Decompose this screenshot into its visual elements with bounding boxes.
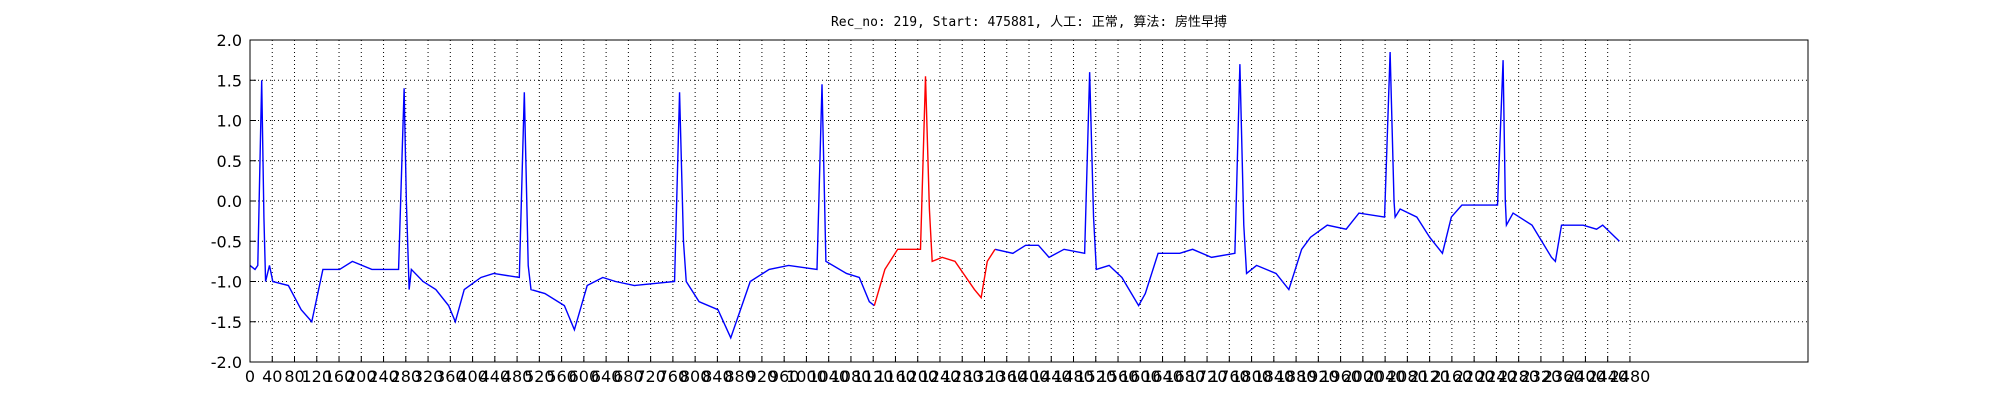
x-tick-label: 840 xyxy=(702,367,733,386)
x-tick-label: 1160 xyxy=(875,367,916,386)
x-tick-label: 920 xyxy=(747,367,778,386)
x-tick-label: 1200 xyxy=(897,367,938,386)
x-tick-label: 2480 xyxy=(1610,367,1651,386)
x-tick-label: 2240 xyxy=(1476,367,1517,386)
x-tick-label: 1000 xyxy=(786,367,827,386)
x-tick-label: 760 xyxy=(658,367,689,386)
x-tick-label: 1280 xyxy=(942,367,983,386)
x-tick-label: 1520 xyxy=(1075,367,1116,386)
y-tick-label: 2.0 xyxy=(217,31,242,50)
x-tick-label: 2160 xyxy=(1432,367,1473,386)
x-tick-label: 520 xyxy=(524,367,555,386)
x-tick-label: 1920 xyxy=(1298,367,1339,386)
y-tick-label: -1.5 xyxy=(211,313,242,332)
x-tick-label: 2440 xyxy=(1587,367,1628,386)
x-tick-label: 1560 xyxy=(1098,367,1139,386)
x-tick-label: 1040 xyxy=(808,367,849,386)
x-tick-label: 1480 xyxy=(1053,367,1094,386)
x-tick-label: 600 xyxy=(569,367,600,386)
x-tick-label: 1360 xyxy=(986,367,1027,386)
x-tick-label: 120 xyxy=(301,367,332,386)
chart-title: Rec_no: 219, Start: 475881, 人工: 正常, 算法: … xyxy=(831,14,1227,30)
x-tick-label: 0 xyxy=(245,367,255,386)
ecg-line xyxy=(249,52,1620,340)
x-tick-label: 280 xyxy=(391,367,422,386)
x-tick-label: 560 xyxy=(546,367,577,386)
ecg-line xyxy=(873,76,996,306)
x-tick-label: 1840 xyxy=(1253,367,1294,386)
x-tick-label: 1440 xyxy=(1031,367,1072,386)
y-tick-label: -0.5 xyxy=(211,232,242,251)
x-tick-label: 720 xyxy=(635,367,666,386)
x-tick-label: 880 xyxy=(724,367,755,386)
x-tick-label: 1800 xyxy=(1231,367,1272,386)
x-tick-label: 640 xyxy=(591,367,622,386)
x-tick-label: 160 xyxy=(324,367,355,386)
x-tick-label: 200 xyxy=(346,367,377,386)
y-tick-label: -1.0 xyxy=(211,273,242,292)
y-tick-label: -2.0 xyxy=(211,353,242,372)
x-tick-label: 2320 xyxy=(1521,367,1562,386)
plot-frame xyxy=(249,39,1809,363)
x-tick-label: 80 xyxy=(284,367,304,386)
x-tick-label: 1680 xyxy=(1164,367,1205,386)
x-tick-label: 2000 xyxy=(1342,367,1383,386)
y-tick-label: 0.0 xyxy=(217,192,242,211)
x-tick-label: 40 xyxy=(262,367,282,386)
x-tick-label: 2080 xyxy=(1387,367,1428,386)
x-tick-label: 320 xyxy=(413,367,444,386)
x-tick-label: 360 xyxy=(435,367,466,386)
y-tick-label: 1.5 xyxy=(217,71,242,90)
x-tick-label: 2200 xyxy=(1454,367,1495,386)
x-tick-label: 1880 xyxy=(1276,367,1317,386)
x-tick-label: 2280 xyxy=(1498,367,1539,386)
x-tick-label: 2360 xyxy=(1543,367,1584,386)
x-tick-label: 1120 xyxy=(853,367,894,386)
x-tick-label: 480 xyxy=(502,367,533,386)
x-tick-label: 800 xyxy=(680,367,711,386)
x-tick-label: 2040 xyxy=(1365,367,1406,386)
x-tick-label: 2120 xyxy=(1409,367,1450,386)
x-tick-label: 1320 xyxy=(964,367,1005,386)
x-tick-label: 1760 xyxy=(1209,367,1250,386)
x-tick-label: 1600 xyxy=(1120,367,1161,386)
x-tick-label: 1080 xyxy=(831,367,872,386)
x-tick-label: 1240 xyxy=(920,367,961,386)
x-tick-label: 1960 xyxy=(1320,367,1361,386)
y-tick-label: 0.5 xyxy=(217,152,242,171)
x-tick-label: 1640 xyxy=(1142,367,1183,386)
x-tick-label: 400 xyxy=(457,367,488,386)
x-tick-label: 440 xyxy=(480,367,511,386)
x-tick-label: 960 xyxy=(769,367,800,386)
y-tick-label: 1.0 xyxy=(217,112,242,131)
x-tick-label: 1720 xyxy=(1187,367,1228,386)
x-tick-label: 240 xyxy=(368,367,399,386)
x-tick-label: 1400 xyxy=(1009,367,1050,386)
x-tick-label: 680 xyxy=(613,367,644,386)
x-tick-label: 2400 xyxy=(1565,367,1606,386)
